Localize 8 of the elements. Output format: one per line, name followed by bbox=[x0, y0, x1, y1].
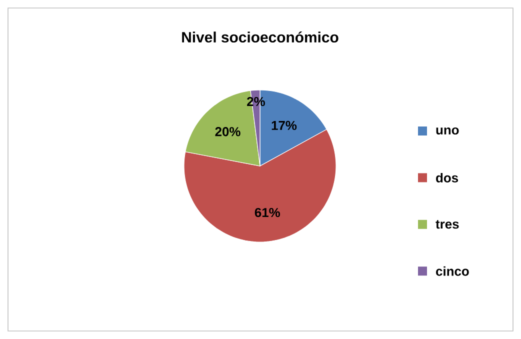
legend-label: dos bbox=[436, 172, 458, 182]
legend-label: tres bbox=[436, 220, 459, 229]
data-label: 20% bbox=[215, 127, 240, 136]
legend-label: cinco bbox=[436, 266, 469, 276]
legend-label: uno bbox=[436, 127, 459, 135]
chart-title: Nivel socioeconómico bbox=[182, 31, 338, 43]
data-label: 17% bbox=[272, 120, 297, 130]
data-label: 61% bbox=[254, 208, 280, 218]
